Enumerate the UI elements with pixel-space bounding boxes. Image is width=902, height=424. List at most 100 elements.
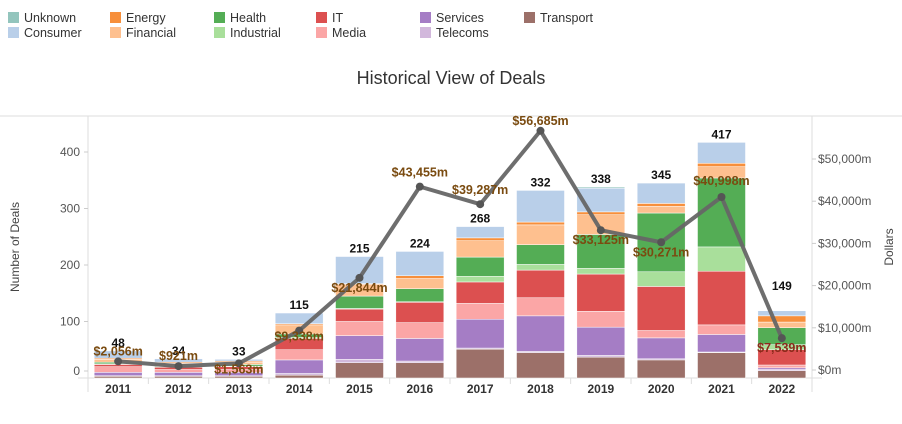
bar-segment-financial: [636, 205, 686, 214]
x-tick-label: 2014: [286, 382, 313, 396]
dollar-point: [355, 273, 364, 282]
x-tick-label: 2017: [467, 382, 494, 396]
bar-segment-transport: [576, 356, 626, 379]
legend-item-media[interactable]: Media: [316, 25, 366, 40]
bar-total-label: 417: [711, 127, 731, 141]
legend-swatch-services: [420, 12, 431, 23]
x-tick-label: 2019: [587, 382, 614, 396]
x-tick-label: 2020: [648, 382, 675, 396]
legend-swatch-media: [316, 27, 327, 38]
bar-segment-financial: [757, 321, 807, 328]
bar-segment-consumer: [274, 312, 324, 325]
bar-segment-industrial: [697, 246, 746, 272]
legend-item-services[interactable]: Services: [420, 10, 484, 25]
y2-tick-label: $30,000m: [818, 236, 871, 250]
y2-axis-title: Dollars: [882, 228, 896, 265]
legend-item-unknown[interactable]: Unknown: [8, 10, 76, 25]
legend-item-telecoms[interactable]: Telecoms: [420, 25, 489, 40]
bar-stack-2014: [274, 312, 324, 379]
dollar-line-path: [118, 128, 784, 369]
legend-swatch-industrial: [214, 27, 225, 38]
bar-segment-it: [697, 270, 746, 326]
bar-segment-consumer: [455, 226, 505, 239]
legend-swatch-it: [316, 12, 327, 23]
bar-segment-it: [576, 273, 626, 312]
bar-segment-health: [576, 234, 626, 269]
legend-label: Unknown: [24, 10, 77, 25]
bar-segment-transport: [335, 362, 384, 379]
bar-segment-energy: [636, 203, 686, 207]
bar-segment-financial: [455, 240, 505, 258]
bar-segment-transport: [154, 376, 203, 379]
y-tick-label: 200: [60, 258, 80, 272]
bar-total-label: 33: [232, 344, 246, 358]
bar-segment-financial: [395, 278, 445, 289]
y2-tick-label: $10,000m: [818, 321, 871, 335]
legend-swatch-transport: [524, 12, 535, 23]
bar-segment-consumer: [516, 190, 565, 223]
bar-segment-telecoms: [395, 360, 445, 363]
bar-segment-energy: [395, 275, 445, 279]
dollar-line: [114, 126, 786, 371]
legend-item-financial[interactable]: Financial: [110, 25, 176, 40]
legend-item-transport[interactable]: Transport: [524, 10, 593, 25]
bar-segment-telecoms: [274, 373, 324, 376]
bar-segment-media: [335, 321, 384, 336]
bar-total-label: 149: [772, 279, 792, 293]
y2-tick-label: $20,000m: [818, 279, 871, 293]
bar-segment-transport: [395, 362, 445, 379]
legend-label: Media: [332, 25, 367, 40]
bar-segment-it: [516, 269, 565, 299]
data-labels: 48 34 33 115 215 224 268 332 338 345 417 149 $2,056m…: [93, 114, 806, 377]
bar-segment-telecoms: [335, 359, 384, 363]
bar-stack-2022: [757, 310, 807, 379]
bar-segment-it: [335, 308, 384, 322]
dollar-point: [476, 200, 485, 209]
legend-swatch-telecoms: [420, 27, 431, 38]
dollar-label: $33,125m: [573, 233, 629, 247]
bar-segment-it: [455, 281, 505, 304]
bar-total-label: 215: [349, 242, 369, 256]
dollar-label: $1,563m: [214, 362, 263, 376]
y2-tick-label: $50,000m: [818, 152, 871, 166]
legend-label: Consumer: [24, 25, 82, 40]
legend-label: IT: [332, 10, 344, 25]
x-tick-label: 2018: [527, 382, 554, 396]
bar-segment-services: [274, 359, 324, 374]
legend-item-industrial[interactable]: Industrial: [214, 25, 281, 40]
dollar-point: [114, 357, 123, 366]
y2-tick-label: $0m: [818, 363, 841, 377]
y2-tick-label: $40,000m: [818, 194, 871, 208]
bar-total-label: 345: [651, 168, 671, 182]
bar-stack-2016: [395, 251, 445, 379]
dollar-point: [415, 182, 424, 191]
legend-item-consumer[interactable]: Consumer: [8, 25, 82, 40]
bar-segment-media: [516, 297, 565, 317]
dollar-label: $21,844m: [331, 281, 387, 295]
chart-title: Historical View of Deals: [356, 68, 546, 88]
legend-item-it[interactable]: IT: [316, 10, 343, 25]
dollar-point: [536, 126, 545, 135]
bar-segment-transport: [516, 352, 565, 379]
dollar-label: $2,056m: [93, 344, 142, 358]
bar-segment-services: [636, 337, 686, 360]
legend-label: Financial: [126, 25, 177, 40]
bar-segment-energy: [516, 221, 565, 226]
dollar-point: [596, 226, 605, 235]
bar-segment-industrial: [576, 268, 626, 275]
bar-segment-consumer: [757, 310, 807, 317]
legend-label: Services: [436, 10, 484, 25]
bar-segment-consumer: [697, 142, 746, 164]
bar-segment-media: [274, 349, 324, 361]
legend-item-health[interactable]: Health: [214, 10, 266, 25]
legend: Unknown Consumer Energy Financial Health Indu…: [0, 0, 902, 45]
x-tick-label: 2012: [165, 382, 192, 396]
legend-item-energy[interactable]: Energy: [110, 10, 166, 25]
y-tick-label: 100: [60, 315, 80, 329]
dollar-label: $56,685m: [512, 114, 568, 128]
x-tick-label: 2013: [225, 382, 252, 396]
bar-segment-transport: [274, 374, 324, 379]
bar-stack-2015: [335, 256, 384, 379]
bar-segment-transport: [697, 352, 746, 379]
legend-label: Energy: [126, 10, 166, 25]
